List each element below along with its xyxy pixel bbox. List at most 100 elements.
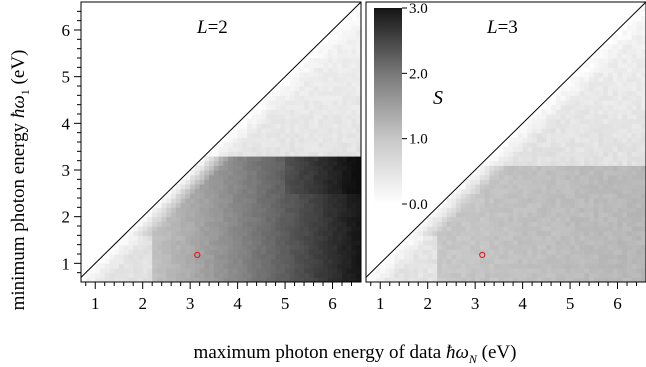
heatmap-cell bbox=[565, 109, 571, 115]
heatmap-cell bbox=[261, 156, 267, 162]
heatmap-cell bbox=[598, 165, 604, 171]
heatmap-cell bbox=[346, 58, 353, 64]
heatmap-cell bbox=[641, 254, 646, 260]
heatmap-cell bbox=[494, 268, 500, 274]
heatmap-cell bbox=[304, 151, 310, 157]
heatmap-cell bbox=[332, 123, 338, 129]
heatmap-cell bbox=[408, 268, 415, 274]
heatmap-cell bbox=[351, 25, 357, 31]
heatmap-cell bbox=[318, 216, 324, 222]
heatmap-cell bbox=[270, 100, 277, 106]
heatmap-cell bbox=[451, 226, 457, 232]
heatmap-cell bbox=[266, 95, 272, 101]
heatmap-cell bbox=[337, 44, 343, 50]
heatmap-cell bbox=[285, 240, 291, 246]
heatmap-cell bbox=[346, 72, 353, 78]
heatmap-cell bbox=[565, 165, 571, 171]
heatmap-cell bbox=[351, 244, 357, 250]
heatmap-cell bbox=[593, 100, 600, 106]
heatmap-cell bbox=[213, 235, 220, 241]
heatmap-cell bbox=[598, 62, 604, 68]
heatmap-cell bbox=[565, 258, 571, 264]
heatmap-cell bbox=[171, 254, 177, 260]
heatmap-cell bbox=[631, 104, 638, 110]
heatmap-cell bbox=[228, 142, 234, 148]
heatmap-cell bbox=[546, 244, 552, 250]
heatmap-cell bbox=[631, 128, 638, 134]
heatmap-cell bbox=[166, 202, 172, 208]
heatmap-cell bbox=[299, 240, 305, 246]
heatmap-cell bbox=[133, 277, 139, 282]
heatmap-cell bbox=[522, 202, 528, 208]
heatmap-cell bbox=[199, 216, 205, 222]
heatmap-cell bbox=[565, 137, 571, 143]
heatmap-cell bbox=[603, 249, 609, 255]
heatmap-cell bbox=[332, 165, 338, 171]
heatmap-cell bbox=[641, 272, 646, 278]
heatmap-cell bbox=[118, 272, 125, 278]
heatmap-cell bbox=[593, 58, 600, 64]
heatmap-cell bbox=[356, 184, 361, 190]
heatmap-cell bbox=[289, 202, 296, 208]
heatmap-cell bbox=[294, 142, 300, 148]
heatmap-cell bbox=[418, 249, 424, 255]
heatmap-cell bbox=[304, 277, 310, 282]
heatmap-cell bbox=[327, 170, 334, 176]
heatmap-cell bbox=[641, 230, 646, 236]
heatmap-cell bbox=[308, 123, 315, 129]
heatmap-cell bbox=[560, 272, 566, 278]
heatmap-cell bbox=[304, 109, 310, 115]
heatmap-cell bbox=[574, 109, 581, 115]
heatmap-cell bbox=[346, 76, 353, 82]
heatmap-cell bbox=[256, 244, 262, 250]
heatmap-cell bbox=[627, 272, 633, 278]
heatmap-cell bbox=[560, 179, 566, 185]
heatmap-cell bbox=[484, 207, 490, 213]
heatmap-cell bbox=[356, 137, 361, 143]
heatmap-cell bbox=[218, 179, 224, 185]
heatmap-cell bbox=[156, 272, 163, 278]
heatmap-cell bbox=[527, 165, 533, 171]
heatmap-cell bbox=[232, 193, 239, 199]
heatmap-cell bbox=[508, 170, 514, 176]
heatmap-cell bbox=[593, 72, 600, 78]
heatmap-cell bbox=[579, 193, 585, 199]
heatmap-cell bbox=[356, 76, 361, 82]
heatmap-cell bbox=[351, 62, 357, 68]
heatmap-cell bbox=[536, 156, 543, 162]
heatmap-cell bbox=[631, 58, 638, 64]
heatmap-cell bbox=[560, 193, 566, 199]
heatmap-cell bbox=[527, 277, 533, 282]
heatmap-cell bbox=[313, 137, 319, 143]
heatmap-cell bbox=[456, 198, 462, 204]
heatmap-cell bbox=[494, 188, 500, 194]
heatmap-cell bbox=[346, 44, 353, 50]
heatmap-cell bbox=[565, 128, 571, 134]
heatmap-cell bbox=[351, 53, 357, 59]
heatmap-cell bbox=[123, 254, 130, 260]
heatmap-cell bbox=[560, 212, 566, 218]
heatmap-cell bbox=[313, 249, 319, 255]
heatmap-cell bbox=[185, 207, 191, 213]
heatmap-cell bbox=[612, 109, 619, 115]
heatmap-cell bbox=[641, 34, 646, 40]
heatmap-cell bbox=[166, 254, 172, 260]
heatmap-cell bbox=[128, 249, 134, 255]
heatmap-cell bbox=[622, 76, 628, 82]
heatmap-cell bbox=[251, 272, 258, 278]
heatmap-cell bbox=[351, 184, 357, 190]
heatmap-cell bbox=[584, 128, 590, 134]
heatmap-cell bbox=[351, 39, 357, 45]
heatmap-cell bbox=[598, 81, 604, 87]
heatmap-cell bbox=[242, 226, 248, 232]
heatmap-cell bbox=[133, 226, 139, 232]
heatmap-cell bbox=[560, 258, 566, 264]
heatmap-cell bbox=[323, 202, 329, 208]
heatmap-cell bbox=[194, 193, 201, 199]
heatmap-cell bbox=[608, 174, 614, 180]
heatmap-cell bbox=[641, 174, 646, 180]
heatmap-cell bbox=[551, 235, 557, 241]
heatmap-cell bbox=[337, 235, 343, 241]
heatmap-cell bbox=[327, 142, 334, 148]
heatmap-cell bbox=[323, 277, 329, 282]
